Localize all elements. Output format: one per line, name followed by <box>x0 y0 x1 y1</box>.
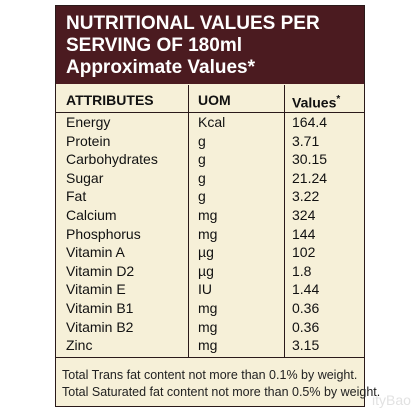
table-cell: mg <box>198 207 218 223</box>
footer-note: Total Trans fat content not more than 0.… <box>62 368 358 382</box>
table-cell: Fat <box>66 188 87 205</box>
table-cell: 3.15 <box>292 337 320 354</box>
table-cell: 30.15 <box>292 151 328 168</box>
table-cell: Zinc <box>66 337 93 354</box>
table-cell: Energy <box>66 114 111 130</box>
table-cell: 1.44 <box>292 281 320 298</box>
header-divider <box>56 112 364 113</box>
table-cell: Vitamin D2 <box>66 262 135 279</box>
table-cell: 3.22 <box>292 188 320 205</box>
panel-header: NUTRITIONAL VALUES PER SERVING OF 180ml … <box>56 6 364 84</box>
column-divider <box>188 85 189 357</box>
table-cell: µg <box>198 262 214 279</box>
column-header: UOM <box>198 92 231 108</box>
table-cell: Kcal <box>198 114 226 130</box>
table-cell: µg <box>198 244 214 261</box>
table-cell: 324 <box>292 207 316 223</box>
table-cell: g <box>198 151 206 168</box>
table-cell: Vitamin B1 <box>66 300 134 316</box>
asterisk: * <box>336 94 341 105</box>
table-cell: Carbohydrates <box>66 151 158 168</box>
column-header: ATTRIBUTES <box>66 92 154 108</box>
table-cell: Calcium <box>66 207 117 223</box>
table-cell: 3.71 <box>292 132 320 149</box>
column-header-text: Values <box>292 94 337 111</box>
watermark: ityBao <box>372 392 411 408</box>
column-header: Values* <box>292 90 340 113</box>
table-cell: mg <box>198 300 218 316</box>
header-line: SERVING OF 180ml <box>66 35 242 56</box>
table-cell: Sugar <box>66 169 104 186</box>
table-cell: Vitamin E <box>66 281 126 298</box>
table-cell: g <box>198 188 206 205</box>
table-cell: 21.24 <box>292 169 328 186</box>
nutrition-panel: NUTRITIONAL VALUES PER SERVING OF 180ml … <box>55 5 380 407</box>
table-cell: mg <box>198 337 218 354</box>
table-cell: g <box>198 169 206 186</box>
table-cell: Vitamin B2 <box>66 318 134 335</box>
footer-note: Total Saturated fat content not more tha… <box>62 385 381 399</box>
table-cell: mg <box>198 225 218 242</box>
table-cell: 102 <box>292 244 316 261</box>
column-divider <box>284 85 285 357</box>
table-cell: 0.36 <box>292 318 320 335</box>
header-line: Approximate Values* <box>66 57 256 78</box>
header-line: NUTRITIONAL VALUES PER <box>66 13 320 34</box>
table-cell: Phosphorus <box>66 225 141 242</box>
table-cell: g <box>198 132 206 149</box>
table-cell: Vitamin A <box>66 244 125 261</box>
table-cell: mg <box>198 318 218 335</box>
table-cell: IU <box>198 281 212 298</box>
table-cell: 1.8 <box>292 262 312 279</box>
table-cell: Protein <box>66 132 111 149</box>
table-cell: 144 <box>292 225 316 242</box>
footer-divider <box>56 357 364 358</box>
table-cell: 164.4 <box>292 114 328 130</box>
table-cell: 0.36 <box>292 300 320 316</box>
